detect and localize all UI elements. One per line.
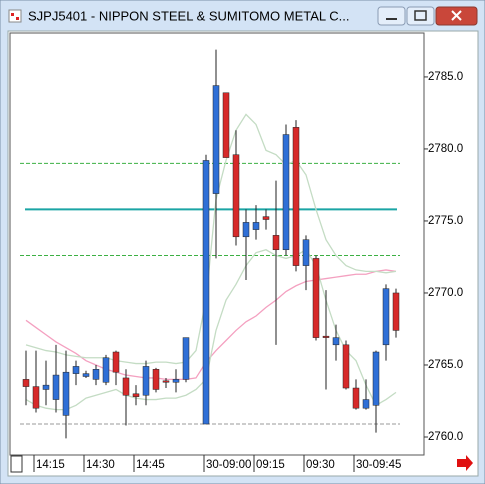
candle-body [112, 351, 120, 373]
candle-body [52, 374, 60, 400]
candle-body [122, 377, 130, 396]
candle-body [92, 369, 100, 380]
candle-body [222, 92, 230, 158]
candle-body [312, 258, 320, 338]
candle-body [62, 371, 70, 416]
y-tick-label: 2775.0 [428, 215, 463, 227]
x-tick-label: 14:45 [136, 459, 165, 471]
x-tick-label: 09:30 [306, 459, 335, 471]
y-tick-label: 2760.0 [428, 431, 463, 443]
candle-body [152, 369, 160, 390]
y-tick-label: 2780.0 [428, 143, 463, 155]
candle-body [142, 366, 150, 396]
candle-body [102, 357, 110, 383]
y-tick-label: 2785.0 [428, 71, 463, 83]
candle-body [132, 393, 140, 397]
x-tick-label: 09:15 [256, 459, 285, 471]
x-tick-label: 30-09:00 [206, 459, 251, 471]
app-icon-dot [16, 17, 19, 20]
candle-body [232, 154, 240, 238]
candle-body [352, 387, 360, 409]
minimize-button[interactable] [377, 6, 406, 26]
candle-body [392, 292, 400, 331]
candle-body [332, 337, 340, 346]
candle-body [182, 337, 190, 380]
candle-body [322, 335, 330, 338]
scroll-arrow[interactable] [457, 455, 473, 471]
candle-body [272, 235, 280, 251]
app-icon [8, 9, 22, 23]
x-tick-label: 14:15 [36, 459, 65, 471]
scroll-box[interactable] [10, 455, 23, 473]
candle-body [32, 386, 40, 409]
candle-body [252, 222, 260, 230]
candle-body [362, 399, 370, 409]
candle-body [262, 216, 270, 220]
candle-body [72, 366, 80, 374]
candle-body [172, 379, 180, 383]
candle-body [342, 344, 350, 389]
candle-body [292, 127, 300, 266]
candle-body [82, 373, 90, 377]
candle-body [42, 384, 50, 390]
y-tick-label: 2770.0 [428, 287, 463, 299]
indicator-line [25, 248, 397, 411]
candle-body [212, 85, 220, 194]
x-tick-label: 14:30 [86, 459, 115, 471]
candle-body [162, 380, 170, 383]
x-tick-label: 30-09:45 [356, 459, 401, 471]
app-icon-dot [11, 13, 14, 16]
candle-body [372, 351, 380, 406]
candle-body [22, 379, 30, 387]
candle-body [202, 160, 210, 425]
indicator-line [25, 113, 397, 365]
maximize-icon [414, 10, 427, 21]
candle-body [242, 222, 250, 238]
maximize-button[interactable] [406, 6, 435, 26]
window-title: SJPJ5401 - NIPPON STEEL & SUMITOMO METAL… [28, 8, 349, 23]
candle-body [302, 239, 310, 266]
candle-body [382, 288, 390, 346]
y-tick-label: 2765.0 [428, 359, 463, 371]
candle-body [282, 134, 290, 251]
close-icon [451, 10, 462, 21]
